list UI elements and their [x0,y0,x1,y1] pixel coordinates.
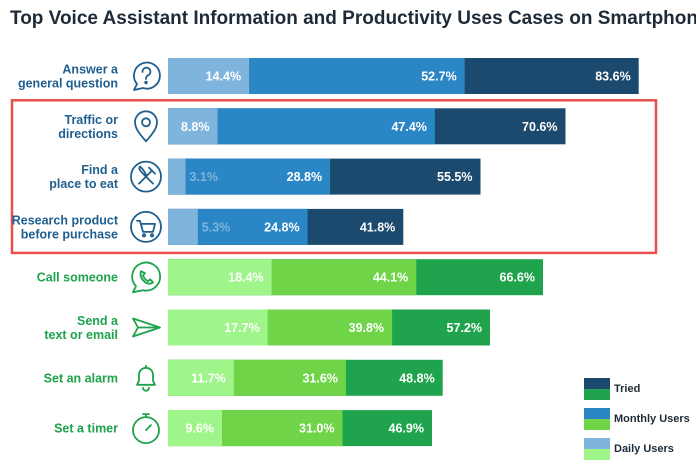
value-label-daily-users: 3.1% [190,170,219,184]
value-label-monthly-users: 44.1% [373,271,408,285]
legend-item: Monthly Users [584,408,690,430]
value-label-tried: 70.6% [522,120,557,134]
category-label: before purchase [21,227,118,241]
bar-daily-users [168,158,186,195]
category-label: Set an alarm [44,371,118,385]
legend: Tried Monthly Users Daily Users [584,378,690,460]
bar-daily-users [168,309,268,346]
legend-swatch [584,378,610,389]
bar-daily-users [168,410,222,447]
value-label-monthly-users: 31.0% [299,422,334,436]
category-label: Send a [77,314,119,328]
value-label-daily-users: 11.7% [191,371,226,385]
value-label-monthly-users: 24.8% [264,220,299,234]
value-label-daily-users: 9.6% [186,422,215,436]
category-label: Answer a [62,63,119,77]
chart-title: Top Voice Assistant Information and Prod… [10,8,696,29]
shopping-cart-icon [130,210,162,243]
stopwatch-icon [132,413,160,445]
value-label-daily-users: 14.4% [206,70,241,84]
category-label: general question [18,77,118,91]
legend-item: Daily Users [584,438,674,460]
legend-label: Monthly Users [614,413,690,425]
category-label: directions [58,127,118,141]
bar-daily-users [168,259,272,296]
value-label-daily-users: 8.8% [181,120,210,134]
legend-item: Tried [584,378,640,400]
bar-daily-users [168,208,198,245]
bell-icon [136,364,156,392]
legend-swatch [584,408,610,419]
legend-label: Daily Users [614,443,674,455]
value-label-tried: 48.8% [399,371,434,385]
highlight-box [10,99,658,255]
bars-layer: 83.6% 52.7% 14.4% 70.6% 47.4% 8.8% 55.5% 28.8% 3… [10,58,658,447]
category-label: place to eat [49,177,119,191]
legend-swatch [584,449,610,460]
value-label-monthly-users: 28.8% [287,170,322,184]
value-label-tried: 57.2% [447,321,482,335]
legend-swatch [584,389,610,400]
value-label-tried: 41.8% [360,220,395,234]
icons-layer [130,61,162,445]
legend-label: Tried [614,383,640,395]
bar-daily-users [168,58,250,94]
category-label: Find a [81,163,119,177]
value-label-monthly-users: 31.6% [302,371,337,385]
phone-icon [131,261,162,294]
category-label: Traffic or [65,113,119,127]
bar-daily-users [168,108,218,145]
value-label-monthly-users: 47.4% [391,120,426,134]
value-label-daily-users: 18.4% [228,271,263,285]
value-label-tried: 66.6% [500,271,535,285]
value-label-daily-users: 5.3% [202,220,231,234]
category-label: Research product [12,213,119,227]
legend-swatch [584,419,610,430]
value-label-monthly-users: 39.8% [349,321,384,335]
category-label: Call someone [37,271,118,285]
category-label: text or email [44,328,118,342]
value-label-daily-users: 17.7% [224,321,259,335]
bar-daily-users [168,359,234,396]
value-label-tried: 83.6% [595,70,630,84]
fork-knife-icon [130,160,162,193]
value-label-monthly-users: 52.7% [421,70,456,84]
value-label-tried: 46.9% [389,422,424,436]
value-label-tried: 55.5% [437,170,472,184]
bar-monthly-users [168,158,331,195]
question-bubble-icon [133,61,161,91]
map-pin-icon [134,110,158,143]
category-label: Set a timer [54,422,118,436]
paper-plane-icon [132,317,161,338]
legend-swatch [584,438,610,449]
